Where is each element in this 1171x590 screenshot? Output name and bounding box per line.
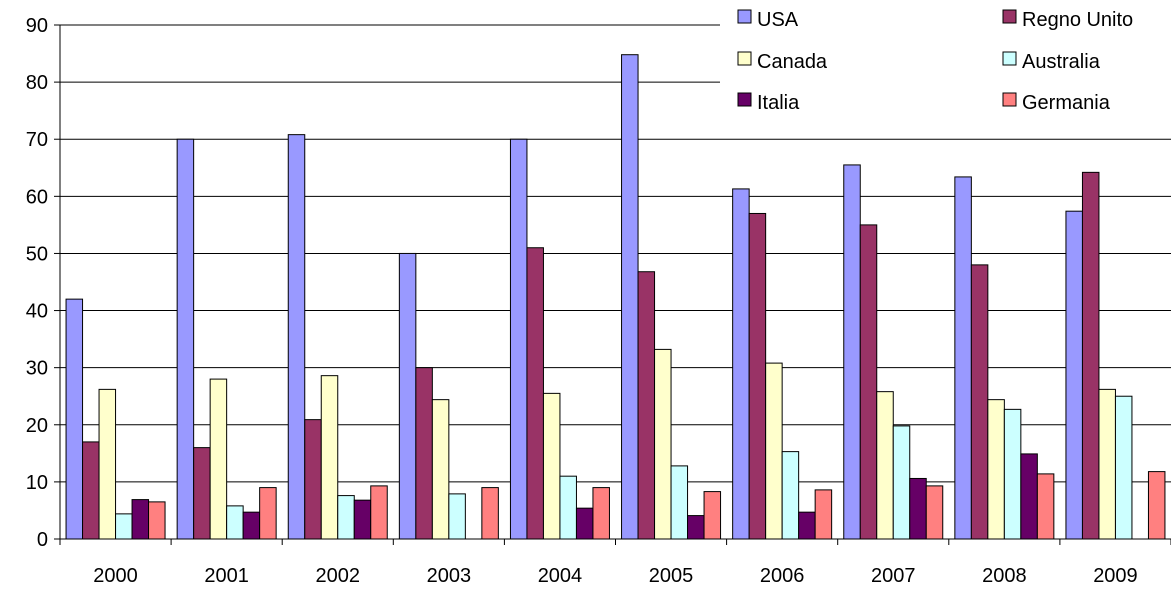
legend-label-italia: Italia [757, 92, 800, 114]
bar-italia-2007 [909, 477, 927, 540]
y-tick-label: 60 [26, 186, 48, 208]
bar-usa-2001 [176, 138, 195, 540]
legend-swatch-australia [1002, 51, 1017, 66]
y-tick-label: 40 [26, 301, 48, 323]
bar-usa-2003 [398, 252, 417, 540]
bar-australia-2004 [559, 475, 577, 540]
x-tick-label: 2005 [649, 565, 694, 587]
legend-swatch-usa [737, 9, 752, 24]
legend-swatch-italia [737, 92, 752, 107]
bar-australia-2001 [226, 505, 244, 540]
legend-label-regno-unito: Regno Unito [1022, 9, 1133, 31]
bar-australia-2005 [670, 465, 689, 540]
y-tick-label: 80 [26, 72, 48, 94]
bar-germania-2007 [925, 485, 944, 540]
bar-germania-2009 [1147, 471, 1166, 540]
legend-label-canada: Canada [757, 51, 828, 73]
bar-canada-2008 [987, 399, 1005, 540]
x-tick-label: 2008 [982, 565, 1027, 587]
bar-germania-2003 [481, 487, 499, 540]
x-tick-label: 2006 [760, 565, 805, 587]
bar-australia-2002 [337, 495, 355, 540]
y-tick-label: 30 [26, 358, 48, 380]
bar-usa-2004 [509, 138, 528, 540]
bar-regno-unito-2000 [82, 441, 100, 540]
bar-australia-2007 [892, 425, 911, 540]
y-tick-label: 50 [26, 243, 48, 265]
bar-canada-2005 [654, 348, 672, 540]
bar-regno-unito-2001 [193, 447, 211, 540]
bar-germania-2004 [592, 487, 610, 540]
bar-italia-2004 [575, 507, 594, 540]
bar-italia-2008 [1020, 453, 1038, 540]
bar-italia-2001 [242, 511, 261, 540]
axes [59, 25, 1171, 545]
x-tick-label: 2002 [316, 565, 361, 587]
bar-regno-unito-2007 [859, 224, 878, 540]
legend-swatch-canada [737, 51, 752, 66]
bar-regno-unito-2002 [304, 419, 322, 540]
bar-germania-2005 [703, 491, 722, 540]
bar-italia-2002 [353, 499, 372, 540]
bar-regno-unito-2006 [748, 212, 767, 540]
bar-regno-unito-2008 [970, 264, 989, 540]
bar-usa-2006 [732, 188, 750, 540]
bar-canada-2000 [98, 388, 117, 540]
bar-australia-2000 [115, 513, 133, 540]
bar-regno-unito-2009 [1081, 171, 1100, 540]
bar-canada-2001 [209, 378, 228, 540]
bar-italia-2006 [798, 511, 816, 540]
x-axis-tick-labels: 2000 2001 2002 2003 2004 2005 2006 2007 2008 2009 [93, 565, 1137, 587]
bar-usa-2000 [65, 298, 84, 540]
bar-canada-2004 [542, 392, 561, 540]
bar-australia-2009 [1114, 395, 1133, 540]
bar-usa-2009 [1065, 210, 1083, 540]
bar-regno-unito-2004 [526, 247, 544, 540]
bar-australia-2008 [1003, 408, 1022, 540]
x-tick-label: 2007 [871, 565, 916, 587]
x-tick-label: 2000 [93, 565, 138, 587]
bar-canada-2002 [320, 375, 339, 540]
x-tick-label: 2003 [427, 565, 472, 587]
bar-germania-2006 [814, 489, 833, 540]
y-tick-label: 0 [37, 529, 48, 551]
bar-usa-2005 [621, 54, 639, 540]
x-tick-label: 2009 [1093, 565, 1138, 587]
bar-regno-unito-2005 [637, 271, 656, 540]
bar-italia-2005 [687, 515, 705, 540]
x-tick-label: 2004 [538, 565, 583, 587]
bar-germania-2001 [259, 487, 277, 540]
legend-background [720, 2, 1171, 136]
bar-germania-2000 [148, 501, 166, 540]
y-tick-label: 10 [26, 472, 48, 494]
bar-usa-2007 [843, 164, 861, 540]
bar-australia-2006 [781, 451, 800, 540]
bar-canada-2006 [765, 362, 783, 540]
legend-swatch-regno-unito [1002, 9, 1017, 24]
legend-label-usa: USA [757, 9, 799, 31]
legend: USA Regno Unito Canada Australia Italia Germa… [720, 2, 1171, 136]
bar-regno-unito-2003 [415, 367, 433, 540]
legend-swatch-germania [1002, 92, 1017, 107]
y-tick-label: 90 [26, 15, 48, 37]
legend-label-germania: Germania [1022, 92, 1111, 114]
y-tick-label: 70 [26, 129, 48, 151]
bar-canada-2003 [431, 399, 450, 540]
y-tick-label: 20 [26, 415, 48, 437]
x-tick-label: 2001 [204, 565, 249, 587]
bar-italia-2000 [131, 499, 150, 540]
bar-australia-2003 [448, 493, 466, 540]
y-axis-tick-labels: 0 10 20 30 40 50 60 70 80 90 [26, 15, 48, 551]
bar-usa-2002 [287, 134, 306, 540]
bar-germania-2008 [1036, 473, 1055, 540]
legend-label-australia: Australia [1022, 51, 1101, 73]
gridlines [54, 24, 1171, 540]
bar-germania-2002 [370, 485, 388, 540]
bar-canada-2009 [1098, 388, 1116, 540]
bar-canada-2007 [876, 391, 894, 540]
bar-usa-2008 [954, 176, 972, 540]
